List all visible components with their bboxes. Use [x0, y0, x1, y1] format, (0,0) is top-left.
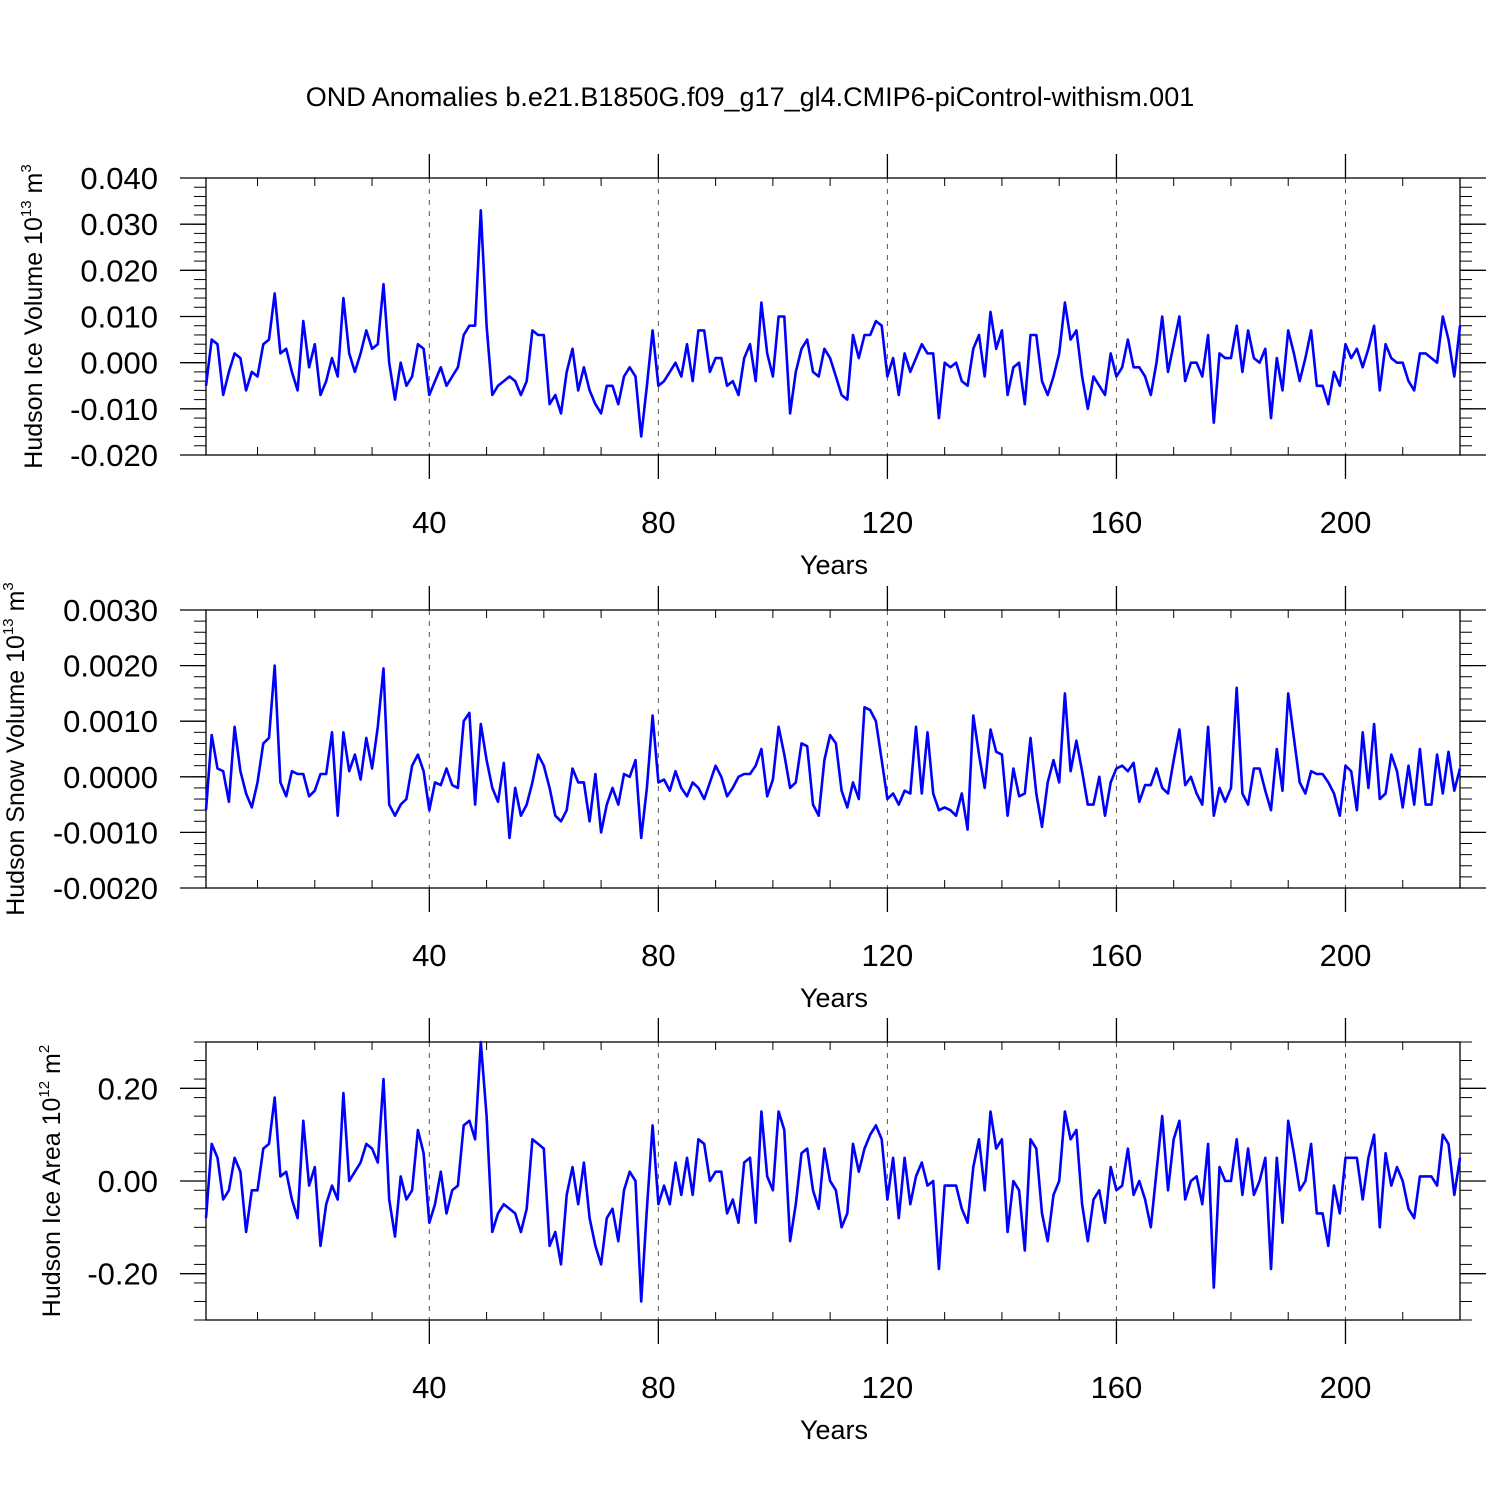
y-tick-label: -0.010 [70, 392, 158, 427]
plot-frame [205, 1041, 1461, 1321]
y-axis-label-main: Hudson Ice Area 10 [38, 1098, 66, 1318]
x-axis-label: Years [800, 1415, 868, 1445]
y-tick-label: 0.0030 [63, 593, 158, 628]
y-tick-label: 0.040 [80, 161, 158, 196]
panel-hudson-ice-area: -0.20 0.00 0.20 40 80 120 160 200 Years Hudson Ic… [36, 1018, 1486, 1445]
panel-hudson-snow-volume: -0.0020 -0.0010 0.0000 0.0010 0.0020 0.0030 40… [0, 582, 1486, 1013]
x-tick-label: 200 [1320, 1370, 1372, 1405]
y-axis-label: Hudson Ice Area 1012 m2 [36, 1045, 66, 1317]
y-tick-label: 0.000 [80, 346, 158, 381]
x-axis-label: Years [800, 983, 868, 1013]
y-axis-label-unit-exponent: 3 [0, 582, 17, 590]
x-tick-label: 120 [862, 938, 914, 973]
x-tick-label: 120 [862, 1370, 914, 1405]
x-tick-label: 200 [1320, 505, 1372, 540]
x-axis-label: Years [800, 550, 868, 580]
y-axis-label-unit: m [38, 1053, 66, 1081]
x-tick-label: 40 [412, 1370, 446, 1405]
y-axis-label-unit-exponent: 2 [36, 1045, 53, 1053]
y-axis-label-unit: m [2, 591, 30, 619]
x-tick-label: 40 [412, 938, 446, 973]
x-tick-label: 80 [641, 505, 675, 540]
x-tick-label: 80 [641, 938, 675, 973]
y-tick-label: 0.0020 [63, 649, 158, 684]
y-axis-label: Hudson Snow Volume 1013 m3 [0, 582, 30, 916]
y-tick-label: -0.20 [87, 1257, 158, 1292]
panel-hudson-ice-volume: -0.020 -0.010 0.000 0.010 0.020 0.030 0.040 40 8… [18, 154, 1486, 580]
x-tick-label: 200 [1320, 938, 1372, 973]
x-tick-label: 160 [1091, 505, 1143, 540]
y-axis-label-exponent: 13 [18, 200, 35, 217]
x-tick-label: 120 [862, 505, 914, 540]
series-line [204, 209, 1462, 438]
y-tick-label: 0.0010 [63, 704, 158, 739]
x-tick-label: 40 [412, 505, 446, 540]
y-tick-label: -0.0010 [53, 815, 158, 850]
y-axis-label-unit: m [20, 173, 48, 201]
x-tick-label: 160 [1091, 938, 1143, 973]
y-tick-label: 0.010 [80, 300, 158, 335]
figure-title: OND Anomalies b.e21.B1850G.f09_g17_gl4.C… [306, 82, 1194, 112]
y-axis-label: Hudson Ice Volume 1013 m3 [18, 164, 48, 468]
x-tick-label: 80 [641, 1370, 675, 1405]
series-line [204, 1040, 1462, 1303]
y-axis-label-exponent: 12 [36, 1081, 53, 1098]
y-tick-label: -0.020 [70, 438, 158, 473]
y-axis-label-main: Hudson Ice Volume 10 [20, 217, 48, 469]
y-tick-label: 0.0000 [63, 760, 158, 795]
y-axis-label-main: Hudson Snow Volume 10 [2, 635, 30, 916]
y-axis-label-unit-exponent: 3 [18, 164, 35, 172]
plot-frame [205, 609, 1461, 889]
y-tick-label: 0.020 [80, 253, 158, 288]
y-tick-label: 0.030 [80, 207, 158, 242]
y-axis-label-exponent: 13 [0, 618, 17, 635]
y-tick-label: -0.0020 [53, 871, 158, 906]
y-tick-label: 0.00 [98, 1164, 158, 1199]
y-tick-label: 0.20 [98, 1071, 158, 1106]
series-line [204, 664, 1462, 840]
x-tick-label: 160 [1091, 1370, 1143, 1405]
